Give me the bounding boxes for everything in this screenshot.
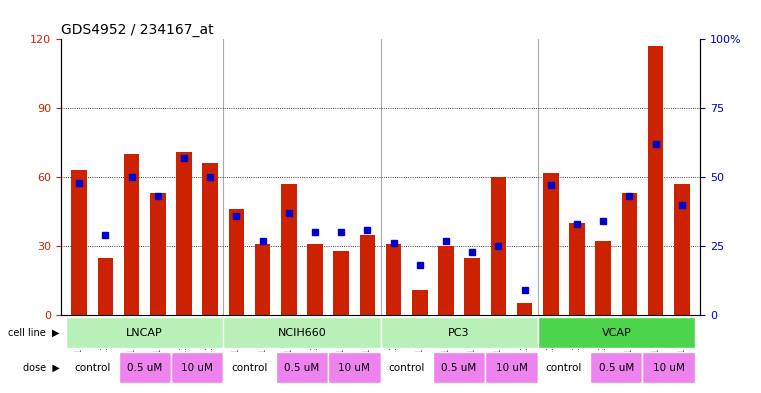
FancyBboxPatch shape: [590, 352, 642, 384]
Bar: [491, 177, 506, 315]
Text: LNCAP: LNCAP: [126, 327, 163, 338]
FancyBboxPatch shape: [380, 317, 538, 348]
Text: NCIH660: NCIH660: [278, 327, 326, 338]
Text: control: control: [74, 363, 110, 373]
FancyBboxPatch shape: [328, 352, 380, 384]
Bar: [543, 173, 559, 315]
Bar: [72, 170, 87, 315]
Text: GDS4952 / 234167_at: GDS4952 / 234167_at: [61, 23, 214, 37]
Bar: [228, 209, 244, 315]
Bar: [648, 46, 664, 315]
Bar: [202, 163, 218, 315]
Bar: [255, 244, 270, 315]
Text: VCAP: VCAP: [601, 327, 631, 338]
FancyBboxPatch shape: [223, 317, 380, 348]
FancyBboxPatch shape: [275, 352, 328, 384]
Bar: [622, 193, 637, 315]
FancyBboxPatch shape: [66, 317, 223, 348]
Text: 10 uM: 10 uM: [495, 363, 527, 373]
FancyBboxPatch shape: [486, 352, 538, 384]
FancyBboxPatch shape: [538, 352, 590, 384]
Text: 0.5 uM: 0.5 uM: [441, 363, 476, 373]
Text: control: control: [231, 363, 268, 373]
Bar: [412, 290, 428, 315]
Bar: [386, 244, 402, 315]
Text: 10 uM: 10 uM: [653, 363, 685, 373]
FancyBboxPatch shape: [66, 352, 119, 384]
FancyBboxPatch shape: [380, 352, 433, 384]
Bar: [281, 184, 297, 315]
FancyBboxPatch shape: [223, 352, 275, 384]
Bar: [464, 257, 480, 315]
FancyBboxPatch shape: [538, 317, 695, 348]
Bar: [359, 235, 375, 315]
Text: 0.5 uM: 0.5 uM: [127, 363, 162, 373]
Text: 0.5 uM: 0.5 uM: [285, 363, 320, 373]
Bar: [307, 244, 323, 315]
Text: 0.5 uM: 0.5 uM: [599, 363, 634, 373]
Text: control: control: [389, 363, 425, 373]
Bar: [176, 152, 192, 315]
Text: PC3: PC3: [448, 327, 470, 338]
Text: control: control: [546, 363, 582, 373]
Bar: [674, 184, 689, 315]
Bar: [438, 246, 454, 315]
Text: 10 uM: 10 uM: [339, 363, 371, 373]
FancyBboxPatch shape: [642, 352, 695, 384]
FancyBboxPatch shape: [119, 352, 171, 384]
Bar: [150, 193, 166, 315]
Bar: [124, 154, 139, 315]
Bar: [333, 251, 349, 315]
Text: cell line  ▶: cell line ▶: [8, 327, 59, 338]
Bar: [569, 223, 585, 315]
Bar: [595, 241, 611, 315]
FancyBboxPatch shape: [433, 352, 486, 384]
Bar: [517, 303, 533, 315]
Text: 10 uM: 10 uM: [181, 363, 213, 373]
FancyBboxPatch shape: [171, 352, 223, 384]
Text: dose  ▶: dose ▶: [23, 363, 59, 373]
Bar: [97, 257, 113, 315]
